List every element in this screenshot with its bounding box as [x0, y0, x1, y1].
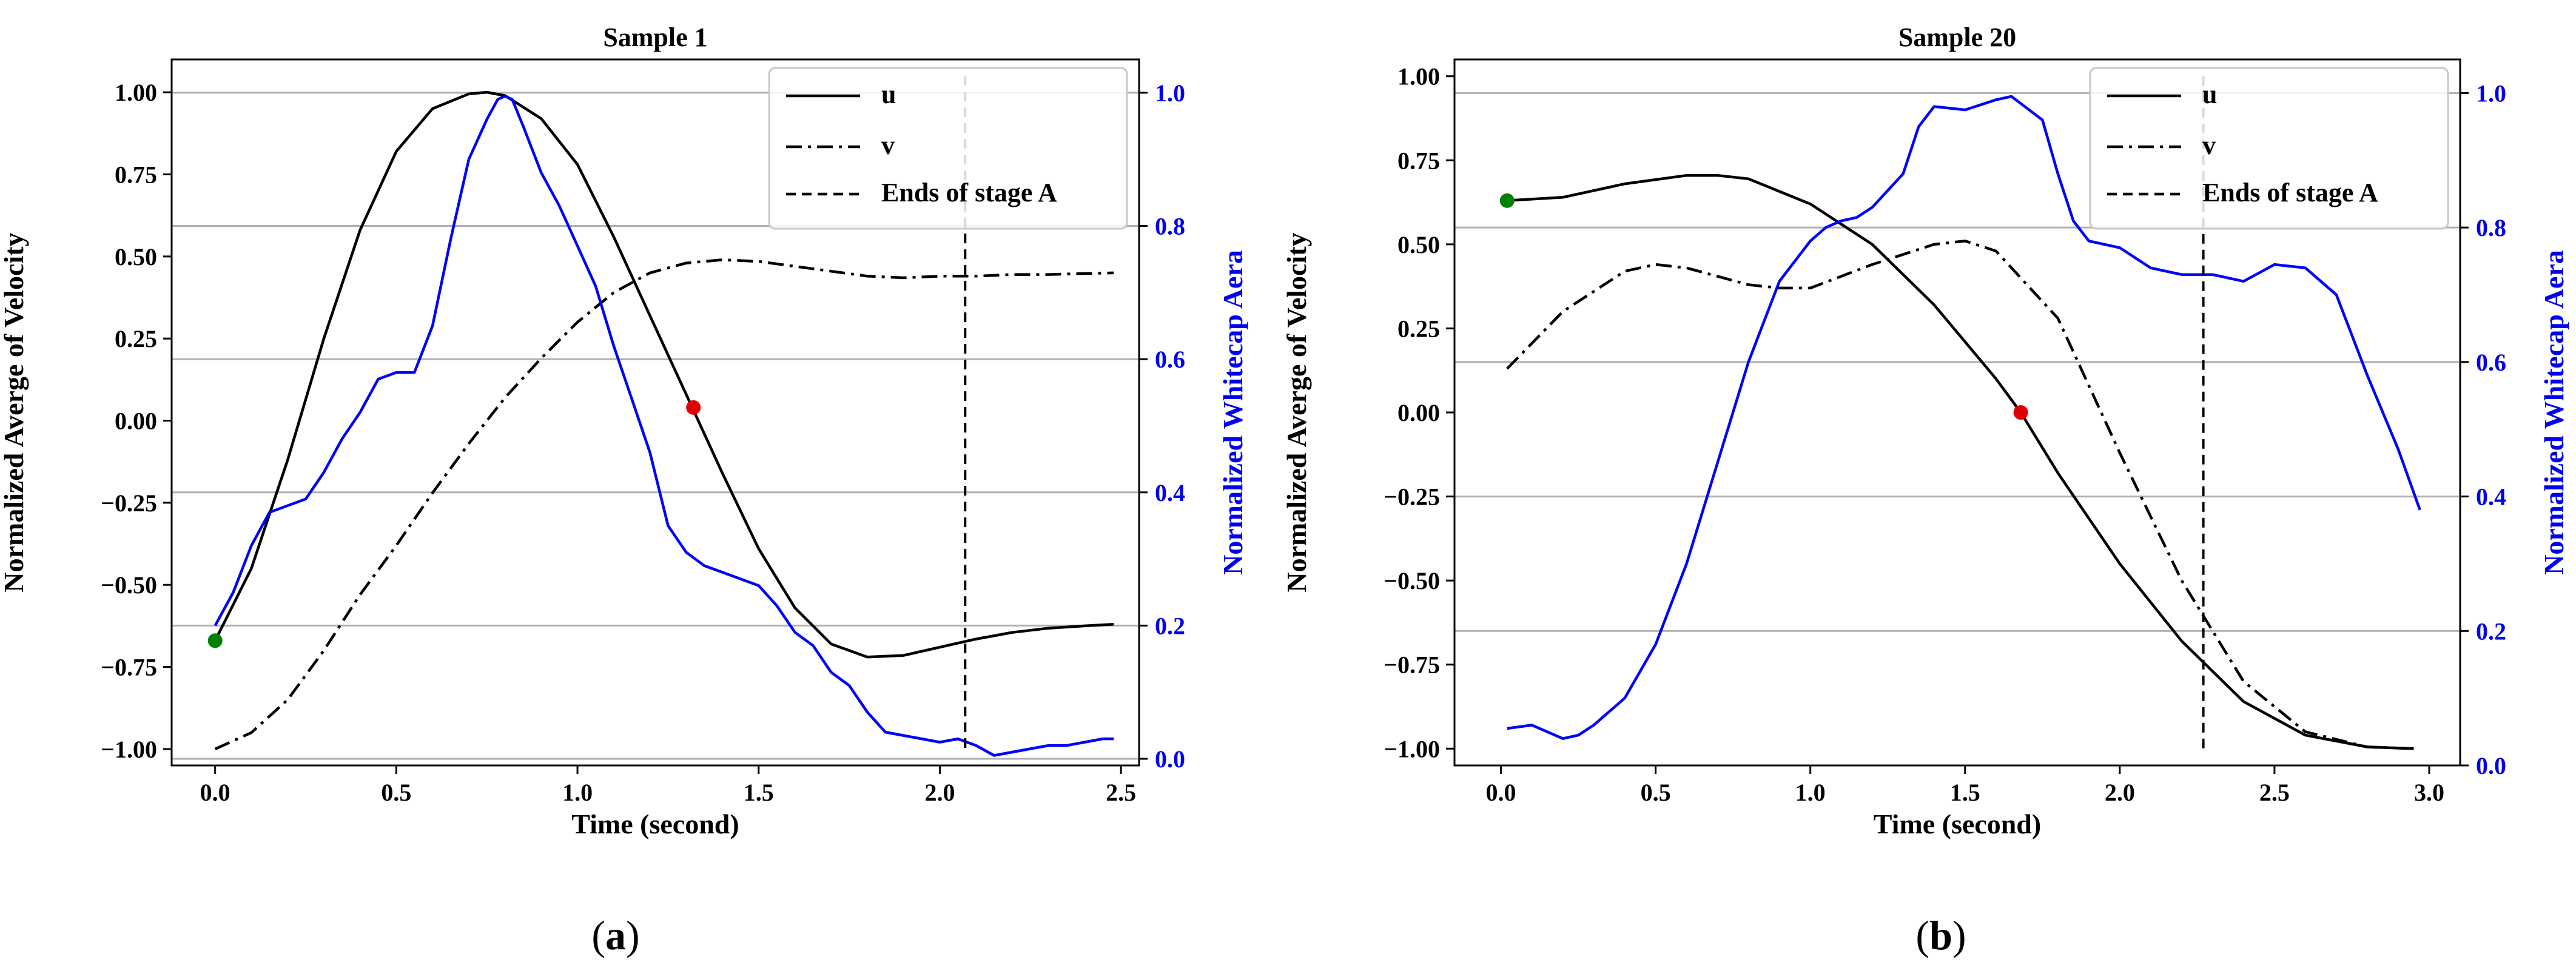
start-marker [1499, 193, 1515, 208]
y2-tick-label: 0.0 [2476, 752, 2506, 779]
y2-tick-label: 0.6 [2476, 349, 2506, 376]
legend-label: v [881, 130, 895, 160]
zero-crossing-marker [2013, 405, 2028, 420]
y-tick-label: −1.00 [1384, 735, 1440, 762]
y-tick-label: −0.25 [1384, 483, 1440, 511]
y-tick-label: 0.75 [115, 161, 157, 188]
legend-label: Ends of stage A [2202, 178, 2378, 207]
x-tick-label: 1.0 [562, 779, 593, 806]
y-tick-label: 1.00 [115, 79, 157, 106]
y-tick-label: 0.50 [1397, 231, 1440, 258]
y2-tick-label: 1.0 [1155, 79, 1185, 107]
x-axis-label: Time (second) [1874, 809, 2041, 839]
x-tick-label: 2.5 [1106, 779, 1136, 806]
x-tick-label: 2.5 [2259, 779, 2290, 806]
series-line-u [214, 90, 1114, 659]
y-tick-label: 0.50 [115, 243, 157, 271]
legend: uv Ends of stage A [2089, 67, 2449, 230]
x-tick-label: 0.0 [1486, 779, 1516, 806]
chart-2: 0.0 0.5 1.0 1.5 2.0 2.5 3.0 1.00 0.75 0.50 0.25 0.0… [1281, 22, 2569, 958]
x-tick-label: 2.0 [2105, 779, 2135, 806]
series-line-v [214, 258, 1114, 750]
legend-label: u [2202, 79, 2217, 109]
y-tick-label: −0.50 [1384, 567, 1440, 594]
y-tick-label: 0.25 [1397, 315, 1440, 342]
y2-tick-label: 0.6 [1155, 346, 1185, 373]
legend-label: Ends of stage A [881, 178, 1057, 207]
y-tick-label: −0.75 [101, 654, 157, 681]
y2-tick-label: 0.4 [1155, 479, 1185, 506]
plot-frame [170, 58, 1140, 767]
y2-tick-label: 0.2 [2476, 617, 2506, 645]
y-tick-label: −0.75 [1384, 651, 1440, 679]
x-tick-label: 1.5 [744, 779, 774, 806]
x-tick-label: 2.0 [924, 779, 955, 806]
y-tick-label: 1.00 [1397, 63, 1440, 90]
series-line-v [1506, 240, 2414, 750]
panel-caption: (b) [1915, 912, 1966, 958]
chart-1: 0.0 0.5 1.0 1.5 2.0 2.5 1.00 0.75 0.50 0.25 0.00 −0… [0, 22, 1248, 958]
y-tick-label: 0.00 [1397, 399, 1440, 426]
y-axis-label: Normalized Averge of Velocity [1281, 232, 1312, 592]
series-line-u [1507, 173, 2414, 750]
caption-letter: a [605, 912, 626, 958]
zero-crossing-marker [686, 400, 701, 415]
y2-tick-label: 0.2 [1155, 612, 1185, 639]
y-tick-label: 0.75 [1397, 147, 1440, 174]
x-tick-label: 3.0 [2414, 779, 2444, 806]
caption-paren: ) [1952, 912, 1966, 958]
legend-box [2089, 67, 2449, 230]
legend: uv Ends of stage A [768, 67, 1128, 230]
y2-axis-label: Normalized Whitecap Aera [1217, 250, 1248, 575]
y2-tick-label: 0.8 [1155, 213, 1185, 240]
y2-axis-label: Normalized Whitecap Aera [2538, 250, 2569, 575]
y-tick-label: 0.25 [115, 325, 157, 352]
chart-title: Sample 1 [603, 22, 707, 52]
panel-caption: (a) [591, 912, 639, 958]
y-tick-label: −1.00 [101, 736, 157, 763]
y-axis-label: Normalized Averge of Velocity [0, 232, 29, 592]
caption-paren: ( [591, 912, 605, 958]
legend-box [768, 67, 1128, 230]
x-tick-label: 0.5 [1641, 779, 1671, 806]
y2-tick-label: 0.4 [2476, 483, 2506, 511]
x-tick-label: 1.0 [1795, 779, 1826, 806]
x-axis-label: Time (second) [571, 809, 739, 839]
y-tick-label: −0.25 [101, 489, 157, 517]
x-tick-label: 0.5 [381, 779, 411, 806]
legend-label: v [2202, 130, 2216, 160]
x-tick-label: 1.5 [1950, 779, 1980, 806]
y2-tick-label: 0.0 [1155, 745, 1185, 773]
y2-tick-label: 0.8 [2476, 214, 2506, 241]
series-line-whitecap [1507, 95, 2421, 740]
caption-paren: ( [1915, 912, 1929, 958]
caption-paren: ) [626, 912, 640, 958]
caption-letter: b [1929, 912, 1952, 958]
legend-label: u [881, 79, 896, 109]
y2-tick-label: 1.0 [2476, 79, 2506, 107]
y-tick-label: 0.00 [115, 408, 157, 435]
x-tick-label: 0.0 [200, 779, 230, 806]
start-marker [207, 633, 223, 648]
y-tick-label: −0.50 [101, 571, 157, 599]
chart-title: Sample 20 [1898, 22, 2016, 52]
